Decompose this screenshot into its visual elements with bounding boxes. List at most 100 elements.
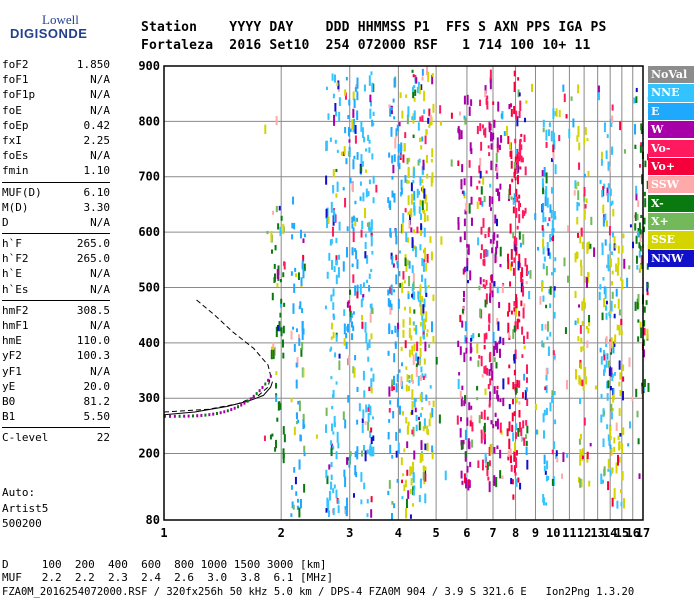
echo-point: [612, 394, 615, 400]
echo-point: [583, 173, 586, 178]
echo-point: [549, 233, 552, 242]
echo-point: [368, 285, 371, 292]
echo-point: [421, 185, 424, 193]
echo-point: [643, 327, 646, 336]
echo-point: [370, 219, 373, 230]
echo-point: [534, 403, 537, 411]
echo-point: [512, 232, 515, 239]
echo-point: [283, 434, 286, 443]
parameter-panel: foF2 1.850 foF1 N/A foF1p N/A foE N/A foEp 0.42 fx…: [2, 58, 110, 447]
echo-point: [391, 155, 394, 164]
echo-point: [640, 255, 643, 263]
echo-point: [613, 341, 616, 347]
echo-point: [623, 498, 626, 509]
param-name: h`F2: [2, 252, 29, 266]
x-tick-label: 14: [603, 526, 617, 540]
echo-point: [359, 196, 362, 201]
echo-point: [327, 499, 330, 511]
echo-point: [272, 342, 275, 350]
echo-point: [565, 114, 568, 119]
echo-point: [586, 451, 589, 460]
echo-point: [397, 155, 400, 167]
echo-point: [423, 90, 426, 102]
echo-point: [642, 226, 645, 233]
echo-point: [618, 381, 621, 387]
echo-point: [488, 369, 491, 376]
echo-point: [554, 111, 557, 116]
echo-point: [607, 468, 610, 472]
echo-point: [484, 85, 487, 94]
echo-point: [478, 285, 481, 291]
echo-point: [611, 104, 614, 111]
echo-point: [297, 400, 300, 405]
echo-point: [460, 396, 463, 407]
echo-point: [552, 144, 555, 153]
echo-point: [488, 446, 491, 456]
echo-point: [423, 213, 426, 223]
echo-point: [424, 135, 427, 145]
echo-point: [516, 174, 519, 185]
echo-point: [414, 246, 417, 258]
echo-point: [617, 257, 620, 266]
echo-point: [513, 310, 516, 316]
echo-point: [290, 271, 293, 276]
param-row: B0 81.2: [2, 395, 110, 410]
trace-echo: [173, 414, 176, 418]
echo-point: [555, 108, 558, 117]
echo-point: [462, 290, 465, 298]
echo-point: [496, 390, 499, 400]
echo-point: [585, 326, 588, 330]
echo-point: [606, 187, 609, 196]
echo-point: [513, 411, 516, 417]
echo-point: [280, 298, 283, 308]
echo-point: [563, 93, 566, 103]
echo-point: [576, 182, 579, 186]
echo-point: [643, 191, 646, 197]
echo-point: [510, 261, 513, 267]
echo-point: [513, 236, 516, 244]
echo-point: [647, 153, 650, 161]
echo-point: [399, 154, 402, 158]
echo-point: [416, 341, 419, 352]
echo-point: [576, 317, 579, 324]
echo-point: [406, 114, 409, 125]
echo-point: [363, 482, 366, 490]
echo-point: [356, 217, 359, 222]
echo-point: [415, 414, 418, 422]
y-tick-label: 80: [146, 513, 160, 527]
echo-point: [515, 110, 518, 119]
echo-point: [400, 346, 403, 352]
echo-point: [372, 197, 375, 204]
echo-point: [412, 167, 415, 178]
echo-point: [281, 339, 284, 348]
echo-point: [425, 311, 428, 323]
echo-point: [464, 209, 467, 215]
echo-point: [602, 186, 605, 197]
echo-point: [422, 167, 425, 175]
echo-point: [334, 139, 337, 144]
echo-point: [545, 141, 548, 148]
echo-point: [364, 421, 367, 425]
echo-point: [404, 208, 407, 213]
echo-point: [589, 442, 592, 447]
echo-point: [470, 176, 473, 187]
echo-point: [502, 397, 505, 407]
echo-point: [607, 434, 610, 441]
echo-point: [297, 419, 300, 424]
echo-point: [276, 268, 279, 279]
echo-point: [614, 334, 617, 344]
echo-point: [512, 432, 515, 442]
echo-point: [273, 273, 276, 282]
echo-point: [337, 442, 340, 449]
echo-point: [585, 198, 588, 204]
echo-point: [356, 259, 359, 269]
echo-point: [553, 210, 556, 220]
echo-point: [562, 452, 565, 463]
echo-point: [534, 213, 537, 221]
echo-point: [547, 129, 550, 137]
echo-point: [484, 127, 487, 138]
echo-point: [411, 429, 414, 435]
echo-point: [425, 292, 428, 298]
trace-echo: [219, 411, 222, 415]
echo-point: [549, 402, 552, 412]
